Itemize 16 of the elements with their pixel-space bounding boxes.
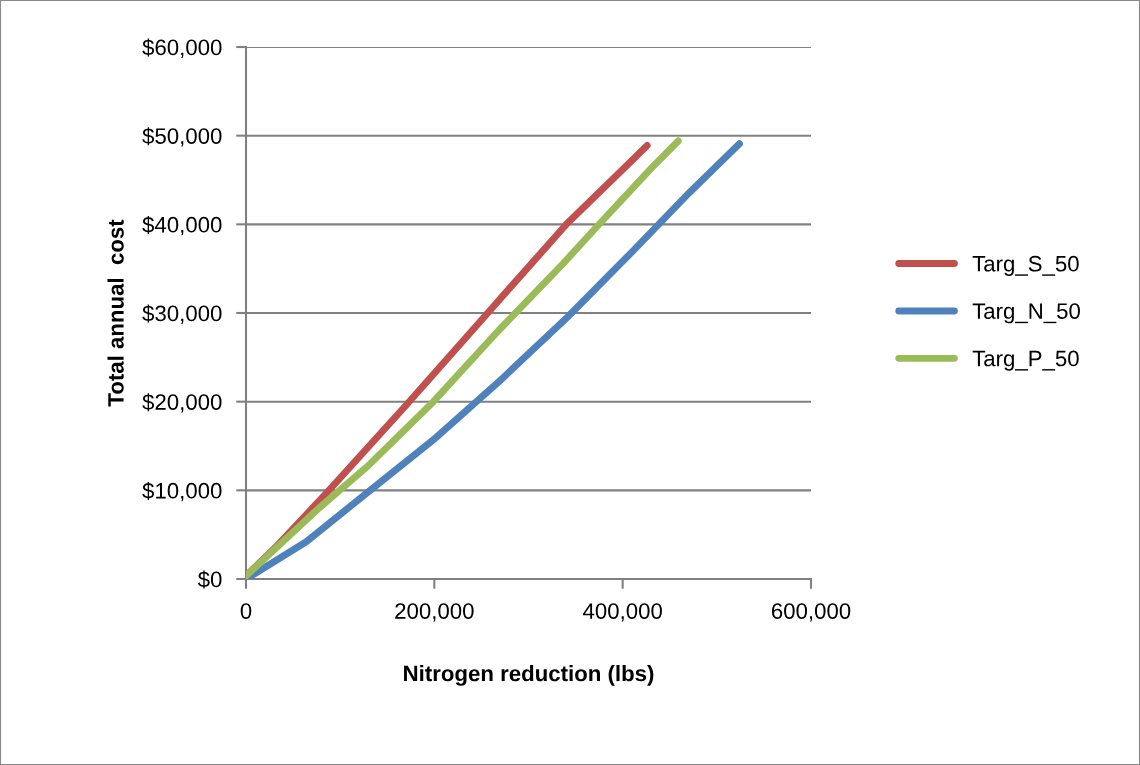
- y-tick-label: $50,000: [142, 127, 222, 147]
- y-tick-label: $20,000: [142, 393, 222, 413]
- legend-label: Targ_P_50: [972, 350, 1079, 371]
- y-tick-label: $30,000: [142, 304, 222, 324]
- y-tick-label: $40,000: [142, 215, 222, 236]
- y-tick-label: $60,000: [142, 38, 222, 58]
- x-tick-label: 200,000: [395, 603, 474, 622]
- x-tick-label: 600,000: [771, 603, 851, 622]
- x-tick-label: 0: [240, 603, 252, 619]
- y-tick-label: $0: [197, 570, 222, 589]
- x-axis-title: Nitrogen reduction (lbs): [404, 664, 654, 686]
- x-tick-label: 400,000: [583, 603, 662, 622]
- y-axis-title: Total annual cost: [107, 219, 124, 407]
- legend-label: Targ_N_50: [972, 303, 1080, 324]
- legend-label: Targ_S_50: [972, 255, 1079, 276]
- y-tick-label: $10,000: [142, 481, 222, 502]
